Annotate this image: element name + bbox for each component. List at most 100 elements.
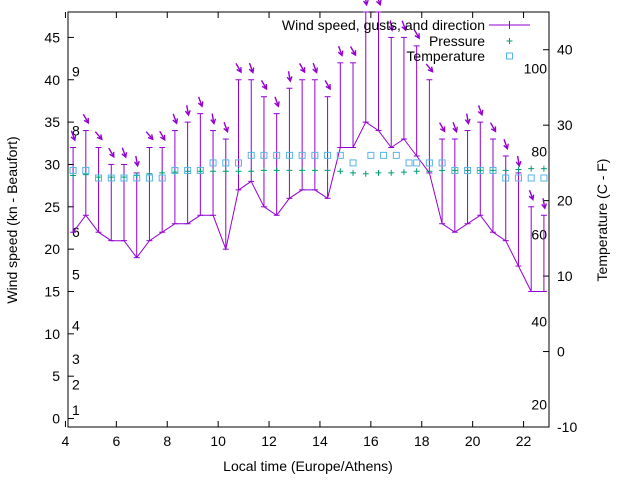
pressure-point-27: [413, 168, 420, 175]
wind-direction-arrow-19: [312, 62, 318, 74]
pressure-point-26: [400, 169, 407, 176]
x-tick-label-9: 22: [516, 433, 532, 449]
wind-direction-arrow-31: [464, 113, 471, 125]
temperature-point-18: [298, 151, 306, 159]
temperature-point-36: [527, 174, 535, 182]
wind-direction-arrow-22: [349, 46, 357, 57]
y-tick-label-0: 0: [52, 411, 60, 427]
temperature-point-21: [336, 151, 344, 159]
temperature-point-34: [502, 174, 510, 182]
temperature-point-24: [380, 151, 388, 159]
y-tick-label-4: 20: [44, 241, 60, 257]
wind-direction-arrow-11: [210, 113, 217, 125]
temperature-point-12: [222, 159, 230, 167]
temperature-point-35: [514, 174, 522, 182]
wind-direction-arrow-6: [145, 131, 154, 141]
y2-tick-label-4: 30: [557, 117, 573, 133]
legend-sample-pressure: [506, 38, 513, 44]
pressure-point-20: [324, 167, 331, 174]
pressure-point-17: [286, 167, 293, 174]
pressure-point-1: [82, 171, 89, 178]
temperature-point-26: [405, 159, 413, 167]
beaufort-label-7: 9: [72, 63, 80, 79]
wind-direction-arrow-2: [94, 131, 103, 141]
y2-tick-label-0: -10: [557, 419, 577, 435]
temperature-point-20: [324, 151, 332, 159]
pressure-point-22: [350, 169, 357, 176]
pressure-point-15: [260, 167, 267, 174]
beaufort-label-3: 4: [72, 317, 80, 333]
pressure-point-33: [490, 167, 497, 174]
x-tick-label-0: 4: [62, 433, 70, 449]
wind-direction-arrow-21: [337, 45, 344, 57]
wind-direction-arrow-27: [413, 29, 420, 40]
temperature-point-10: [196, 166, 204, 174]
temperature-point-8: [171, 166, 179, 174]
pressure-point-35: [515, 166, 522, 173]
y-tick-label-9: 45: [44, 29, 60, 45]
pressure-point-37: [540, 165, 547, 172]
plot-border: [67, 11, 550, 428]
pressure-point-25: [388, 169, 395, 176]
temperature-point-37: [540, 174, 548, 182]
pressure-point-28: [426, 168, 433, 175]
wind-direction-arrow-33: [489, 122, 497, 133]
wind-direction-arrow-24: [375, 0, 382, 7]
wind-direction-arrow-9: [184, 105, 191, 117]
series-group: [69, 0, 548, 292]
temperature-point-3: [107, 174, 115, 182]
legend-sample-temperature: [506, 52, 513, 60]
temperature-point-25: [392, 151, 400, 159]
pressure-point-12: [222, 168, 229, 175]
x-tick-label-8: 20: [465, 433, 481, 449]
x-tick-label-6: 16: [363, 433, 379, 449]
y2-tick-label-3: 20: [557, 193, 573, 209]
wind-direction-arrow-3: [108, 147, 115, 159]
temperature-point-29: [438, 159, 446, 167]
temperature-point-17: [285, 151, 293, 159]
wind-direction-arrow-29: [438, 122, 446, 133]
pressure-point-13: [235, 168, 242, 175]
y-tick-label-6: 30: [44, 156, 60, 172]
beaufort-label-1: 2: [72, 377, 80, 393]
y-tick-label-8: 40: [44, 72, 60, 88]
x-axis-label: Local time (Europe/Athens): [223, 458, 393, 474]
wind-direction-arrow-10: [197, 96, 204, 108]
fahrenheit-label-4: 100: [524, 61, 548, 77]
temperature-point-32: [476, 166, 484, 174]
x-tick-label-3: 10: [210, 433, 226, 449]
x-tick-label-7: 18: [414, 433, 430, 449]
wind-direction-arrow-17: [286, 71, 293, 83]
wind-direction-arrow-12: [223, 122, 229, 134]
temperature-point-22: [349, 159, 357, 167]
beaufort-label-4: 5: [72, 267, 80, 283]
wind-direction-arrow-13: [235, 63, 242, 74]
legend-label-wind: Wind speed, gusts, and direction: [282, 17, 485, 33]
pressure-point-31: [464, 167, 471, 174]
wind-direction-arrow-25: [388, 20, 395, 32]
y2-axis-label: Temperature (C - F): [594, 159, 610, 282]
pressure-point-24: [375, 169, 382, 176]
wind-direction-arrow-35: [515, 155, 522, 168]
temperature-point-33: [489, 166, 497, 174]
temperature-point-7: [158, 174, 166, 182]
temperature-point-30: [451, 166, 459, 174]
y2-tick-label-5: 40: [557, 42, 573, 58]
temperature-point-6: [145, 174, 153, 182]
temperature-point-13: [235, 159, 243, 167]
wind-direction-arrow-30: [452, 122, 458, 134]
pressure-point-8: [171, 169, 178, 176]
wind-direction-arrow-5: [133, 155, 140, 168]
pressure-point-16: [273, 167, 280, 174]
wind-direction-arrow-15: [260, 80, 268, 91]
wind-direction-arrow-23: [362, 0, 369, 7]
pressure-point-6: [146, 170, 153, 177]
y-tick-label-5: 25: [44, 199, 60, 215]
temperature-point-1: [82, 166, 90, 174]
legend-label-pressure: Pressure: [429, 33, 485, 49]
temperature-point-5: [133, 174, 141, 182]
x-tick-label-4: 12: [261, 433, 277, 449]
pressure-point-23: [362, 170, 369, 177]
pressure-point-34: [502, 167, 509, 174]
